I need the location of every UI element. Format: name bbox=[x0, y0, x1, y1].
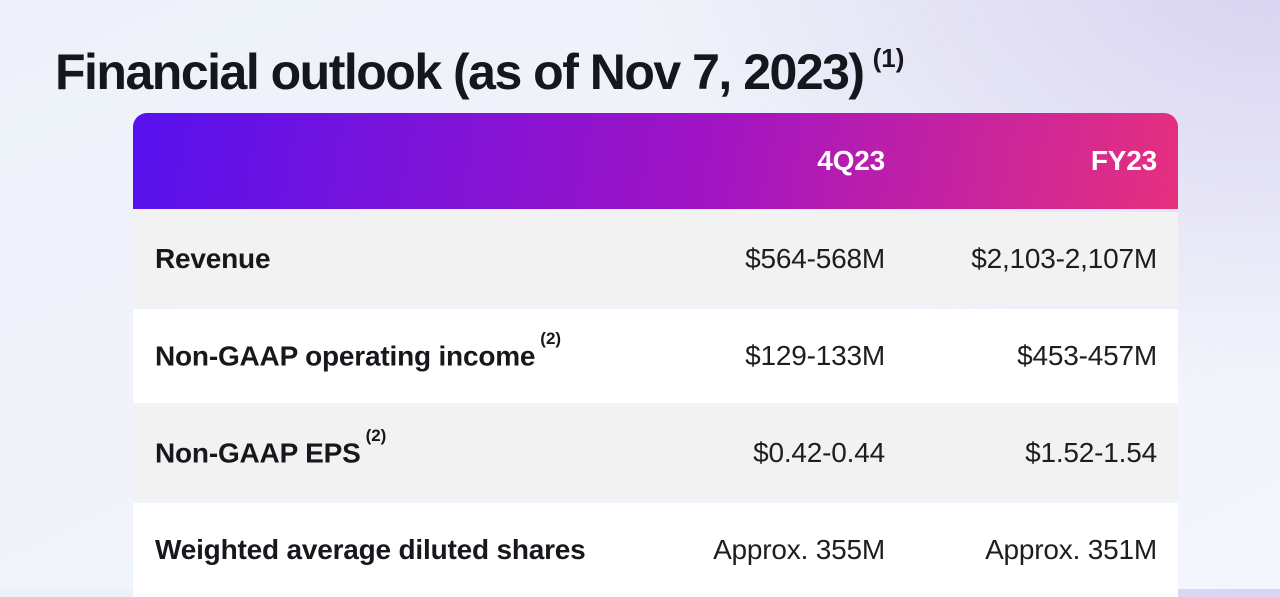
table-row: Non-GAAP operating income(2) $129-133M $… bbox=[133, 309, 1178, 403]
page-title: Financial outlook (as of Nov 7, 2023) (1) bbox=[55, 40, 904, 105]
row-label-text: Non-GAAP EPS bbox=[155, 437, 361, 469]
row-label: Non-GAAP EPS(2) bbox=[133, 426, 634, 469]
table-row: Weighted average diluted shares Approx. … bbox=[133, 503, 1178, 597]
row-label: Non-GAAP operating income(2) bbox=[133, 329, 634, 372]
row-label-text: Non-GAAP operating income bbox=[155, 340, 536, 372]
row-value-fy23: Approx. 351M bbox=[985, 534, 1157, 565]
table-header-row: 4Q23 FY23 bbox=[133, 113, 1178, 209]
row-value-4q23: $129-133M bbox=[745, 340, 885, 371]
financial-outlook-table: 4Q23 FY23 Revenue $564-568M $2,103-2,107… bbox=[133, 113, 1178, 597]
row-label-text: Revenue bbox=[155, 243, 271, 274]
table-row: Non-GAAP EPS(2) $0.42-0.44 $1.52-1.54 bbox=[133, 406, 1178, 500]
row-value-4q23: $0.42-0.44 bbox=[753, 437, 885, 468]
row-value-fy23: $2,103-2,107M bbox=[971, 243, 1157, 274]
table-row: Revenue $564-568M $2,103-2,107M bbox=[133, 212, 1178, 306]
row-label-text: Weighted average diluted shares bbox=[155, 534, 586, 565]
page-title-text: Financial outlook (as of Nov 7, 2023) bbox=[55, 43, 865, 100]
footnote-marker: (2) bbox=[540, 328, 562, 348]
title-footnote-marker: (1) bbox=[872, 42, 905, 73]
header-fy23: FY23 bbox=[1090, 145, 1157, 176]
row-value-fy23: $1.52-1.54 bbox=[1025, 437, 1157, 468]
row-value-4q23: $564-568M bbox=[745, 243, 885, 274]
footnote-marker: (2) bbox=[365, 425, 387, 445]
row-label: Revenue bbox=[133, 243, 634, 275]
row-value-4q23: Approx. 355M bbox=[713, 534, 885, 565]
row-value-fy23: $453-457M bbox=[1017, 340, 1157, 371]
header-4q23: 4Q23 bbox=[817, 145, 885, 176]
row-label: Weighted average diluted shares bbox=[133, 534, 634, 566]
